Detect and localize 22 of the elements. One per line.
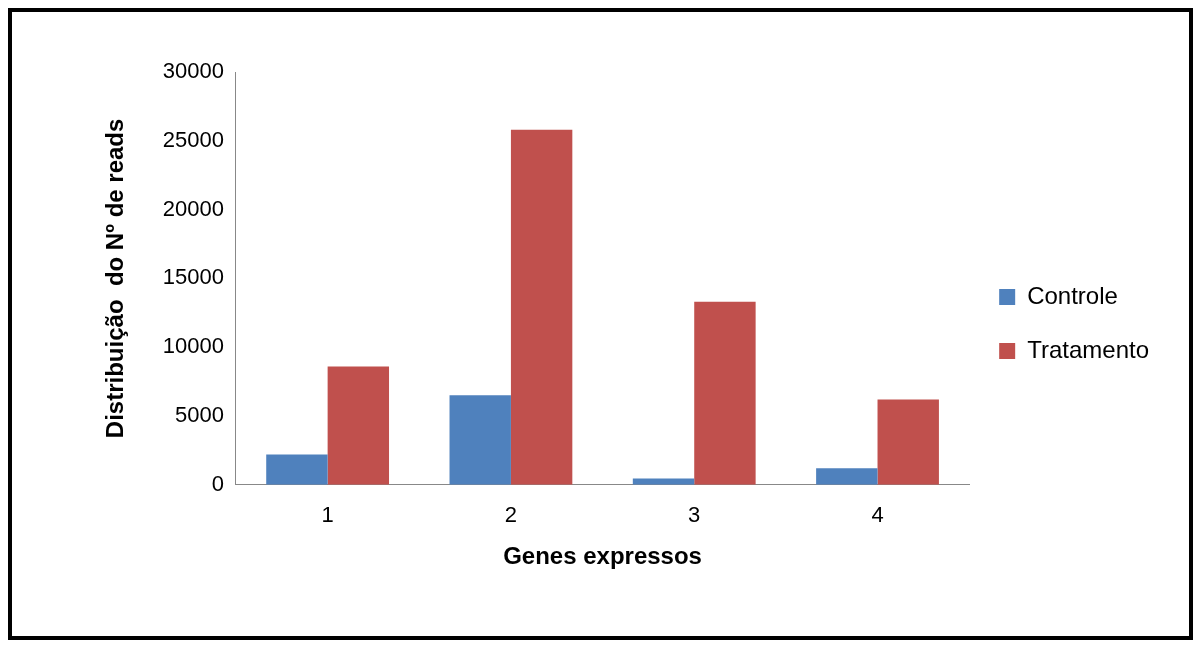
legend-label: Controle xyxy=(1027,281,1118,309)
y-tick-label: 20000 xyxy=(162,195,224,221)
y-axis-title: Distribuição do Nº de reads xyxy=(101,118,129,439)
x-tick-label: 2 xyxy=(504,502,518,528)
y-tick-label: 10000 xyxy=(162,333,224,359)
legend-label: Tratamento xyxy=(1027,335,1149,363)
y-tick-label: 0 xyxy=(211,470,224,496)
y-tick-label: 15000 xyxy=(162,264,224,290)
bar xyxy=(877,399,939,485)
bar xyxy=(327,366,390,485)
y-tick-label: 25000 xyxy=(162,126,224,152)
y-tick-label: 5000 xyxy=(175,402,224,428)
bar xyxy=(449,395,511,485)
x-axis-title: Genes expressos xyxy=(503,542,702,570)
x-tick-label: 3 xyxy=(688,502,701,528)
bar xyxy=(510,129,573,485)
x-tick-label: 4 xyxy=(871,502,884,528)
y-tick-label: 30000 xyxy=(162,58,224,84)
bar xyxy=(694,301,756,485)
bar xyxy=(266,454,328,485)
bar xyxy=(816,468,878,485)
x-tick-label: 1 xyxy=(321,502,334,528)
